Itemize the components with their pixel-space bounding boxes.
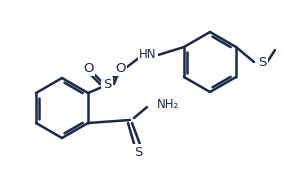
Text: S: S (134, 146, 142, 158)
Text: NH₂: NH₂ (157, 98, 179, 112)
Text: O: O (115, 61, 125, 75)
Text: HN: HN (139, 49, 157, 61)
Text: S: S (103, 79, 111, 91)
Text: O: O (83, 61, 93, 75)
Text: S: S (258, 56, 266, 68)
